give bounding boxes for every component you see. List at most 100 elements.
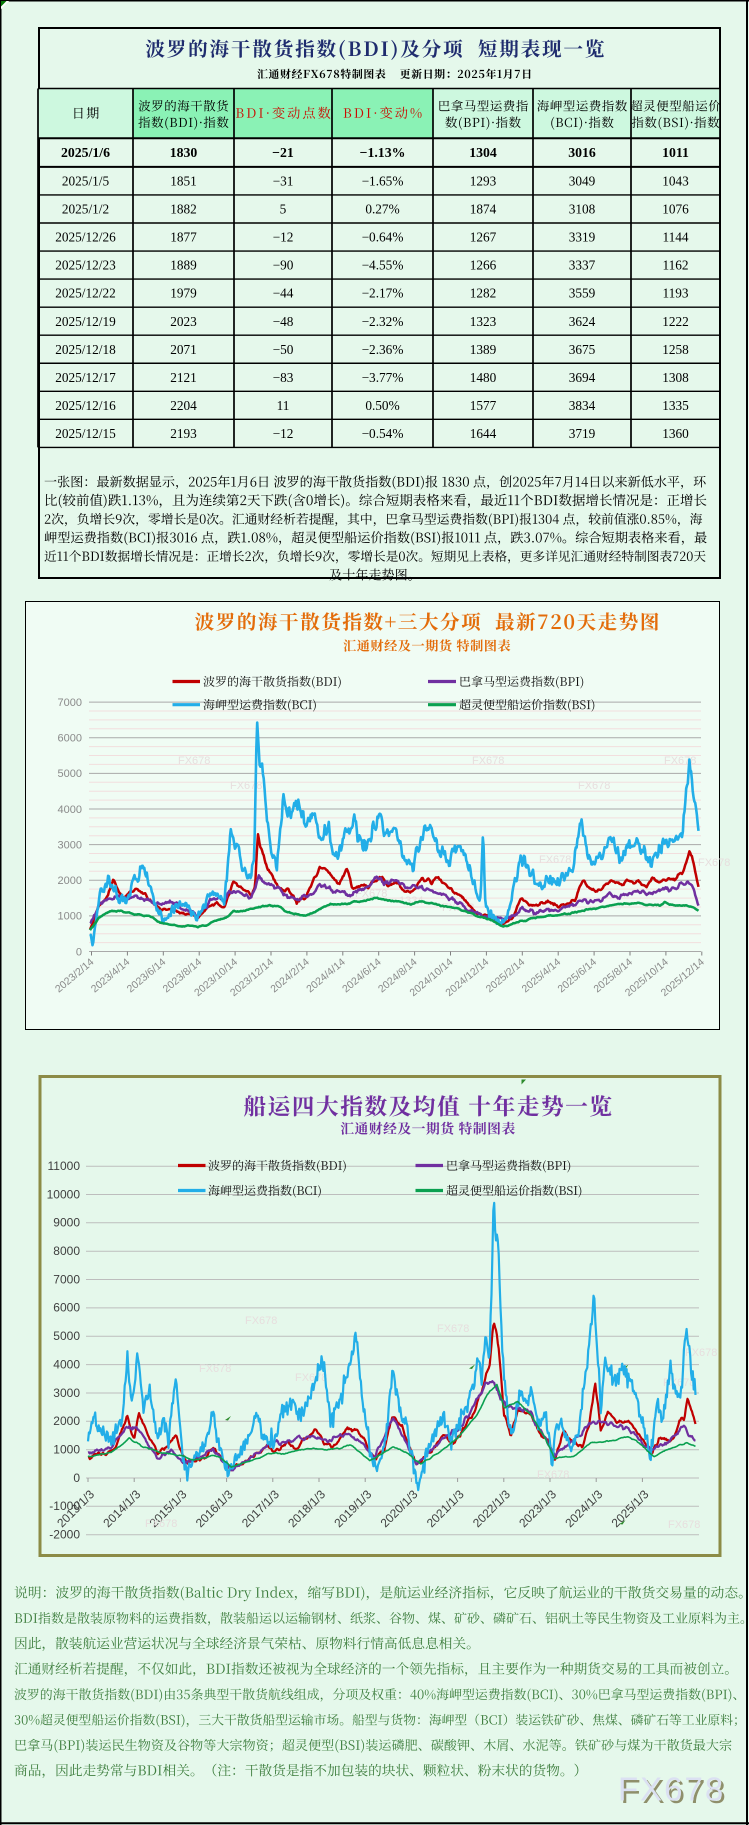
svg-text:FX678: FX678: [668, 1519, 700, 1531]
svg-text:1293: 1293: [470, 174, 497, 189]
svg-text:7000: 7000: [53, 1272, 80, 1286]
svg-text:FX678: FX678: [178, 755, 210, 767]
svg-text:11: 11: [277, 398, 290, 413]
svg-text:1877: 1877: [170, 230, 197, 245]
svg-text:−2.17%: −2.17%: [362, 286, 404, 301]
svg-text:1360: 1360: [662, 426, 689, 441]
svg-text:6000: 6000: [53, 1301, 80, 1315]
svg-text:0.27%: 0.27%: [365, 202, 399, 217]
svg-text:1011: 1011: [662, 145, 689, 160]
svg-text:FX678: FX678: [472, 755, 504, 767]
svg-text:FX678: FX678: [621, 1773, 728, 1810]
svg-text:5: 5: [280, 202, 287, 217]
svg-text:FX678: FX678: [145, 1518, 177, 1530]
svg-text:1889: 1889: [170, 258, 197, 273]
svg-text:-2000: -2000: [49, 1528, 80, 1542]
svg-text:11000: 11000: [48, 1159, 81, 1173]
svg-text:1282: 1282: [470, 286, 497, 301]
svg-text:1304: 1304: [469, 145, 497, 160]
svg-text:2025/12/16: 2025/12/16: [55, 398, 116, 413]
svg-text:1267: 1267: [470, 230, 497, 245]
svg-text:2121: 2121: [170, 370, 197, 385]
svg-text:1882: 1882: [170, 202, 197, 217]
svg-text:FX678: FX678: [295, 1372, 327, 1384]
svg-text:−12: −12: [273, 426, 294, 441]
svg-text:1830: 1830: [170, 145, 198, 160]
svg-text:2025/12/22: 2025/12/22: [55, 286, 116, 301]
svg-text:−83: −83: [273, 370, 294, 385]
svg-text:−12: −12: [273, 230, 294, 245]
svg-text:3000: 3000: [53, 1386, 80, 1400]
svg-text:FX678: FX678: [618, 1771, 725, 1808]
svg-text:2023: 2023: [170, 314, 197, 329]
svg-text:1193: 1193: [662, 286, 688, 301]
svg-text:1874: 1874: [470, 202, 497, 217]
svg-text:5000: 5000: [58, 768, 82, 780]
svg-text:1851: 1851: [170, 174, 197, 189]
svg-text:2025/12/26: 2025/12/26: [55, 230, 116, 245]
svg-text:7000: 7000: [58, 697, 82, 709]
svg-text:−4.55%: −4.55%: [362, 258, 404, 273]
svg-text:FX678: FX678: [199, 1363, 231, 1375]
svg-text:2025/12/19: 2025/12/19: [55, 314, 116, 329]
svg-text:1043: 1043: [662, 174, 689, 189]
svg-text:3624: 3624: [569, 314, 596, 329]
svg-text:2025/1/2: 2025/1/2: [62, 202, 109, 217]
svg-text:-1000: -1000: [49, 1499, 80, 1513]
svg-text:FX678: FX678: [685, 1347, 717, 1359]
svg-text:10000: 10000: [47, 1187, 81, 1201]
svg-text:FX678: FX678: [698, 857, 730, 869]
svg-text:FX678: FX678: [664, 755, 696, 767]
svg-text:3000: 3000: [58, 839, 82, 851]
svg-text:2025/12/15: 2025/12/15: [55, 426, 116, 441]
svg-text:−1.65%: −1.65%: [362, 174, 404, 189]
svg-text:3108: 3108: [569, 202, 596, 217]
svg-text:2204: 2204: [170, 398, 197, 413]
svg-text:FX678: FX678: [578, 780, 610, 792]
svg-text:−48: −48: [273, 314, 294, 329]
svg-text:−2.32%: −2.32%: [362, 314, 404, 329]
svg-text:2071: 2071: [170, 342, 197, 357]
svg-text:4000: 4000: [58, 804, 82, 816]
svg-text:−3.77%: −3.77%: [362, 370, 404, 385]
svg-text:2025/12/17: 2025/12/17: [55, 370, 116, 385]
svg-text:3719: 3719: [569, 426, 596, 441]
svg-text:3694: 3694: [569, 370, 596, 385]
svg-text:FX678: FX678: [663, 1377, 695, 1389]
svg-text:FX678: FX678: [437, 1323, 469, 1335]
svg-text:3049: 3049: [569, 174, 596, 189]
svg-text:3337: 3337: [569, 258, 596, 273]
svg-text:3016: 3016: [568, 145, 596, 160]
svg-text:−0.54%: −0.54%: [362, 426, 404, 441]
svg-text:1979: 1979: [170, 286, 197, 301]
svg-text:5000: 5000: [53, 1329, 80, 1343]
svg-text:−1.13%: −1.13%: [360, 145, 406, 160]
svg-text:1308: 1308: [662, 370, 689, 385]
svg-text:1389: 1389: [470, 342, 497, 357]
svg-text:1144: 1144: [662, 230, 688, 245]
svg-text:−21: −21: [272, 145, 294, 160]
svg-text:0: 0: [73, 1471, 80, 1485]
svg-text:2025/1/5: 2025/1/5: [62, 174, 110, 189]
svg-text:1266: 1266: [470, 258, 497, 273]
svg-text:2025/12/23: 2025/12/23: [55, 258, 116, 273]
svg-text:3675: 3675: [569, 342, 596, 357]
svg-text:−90: −90: [273, 258, 294, 273]
svg-text:1258: 1258: [662, 342, 689, 357]
svg-text:1577: 1577: [470, 398, 497, 413]
svg-text:8000: 8000: [53, 1244, 80, 1258]
svg-text:1335: 1335: [662, 398, 689, 413]
svg-text:1644: 1644: [470, 426, 497, 441]
svg-text:3559: 3559: [569, 286, 596, 301]
svg-text:6000: 6000: [58, 733, 82, 745]
svg-text:1076: 1076: [662, 202, 689, 217]
svg-text:3834: 3834: [569, 398, 596, 413]
svg-text:2193: 2193: [170, 426, 197, 441]
svg-text:−31: −31: [273, 174, 294, 189]
svg-text:FX678: FX678: [539, 854, 571, 866]
svg-text:1162: 1162: [662, 258, 688, 273]
svg-text:2025/1/6: 2025/1/6: [61, 145, 110, 160]
svg-text:−2.36%: −2.36%: [362, 342, 404, 357]
svg-text:2000: 2000: [58, 875, 82, 887]
svg-text:0.50%: 0.50%: [365, 398, 399, 413]
